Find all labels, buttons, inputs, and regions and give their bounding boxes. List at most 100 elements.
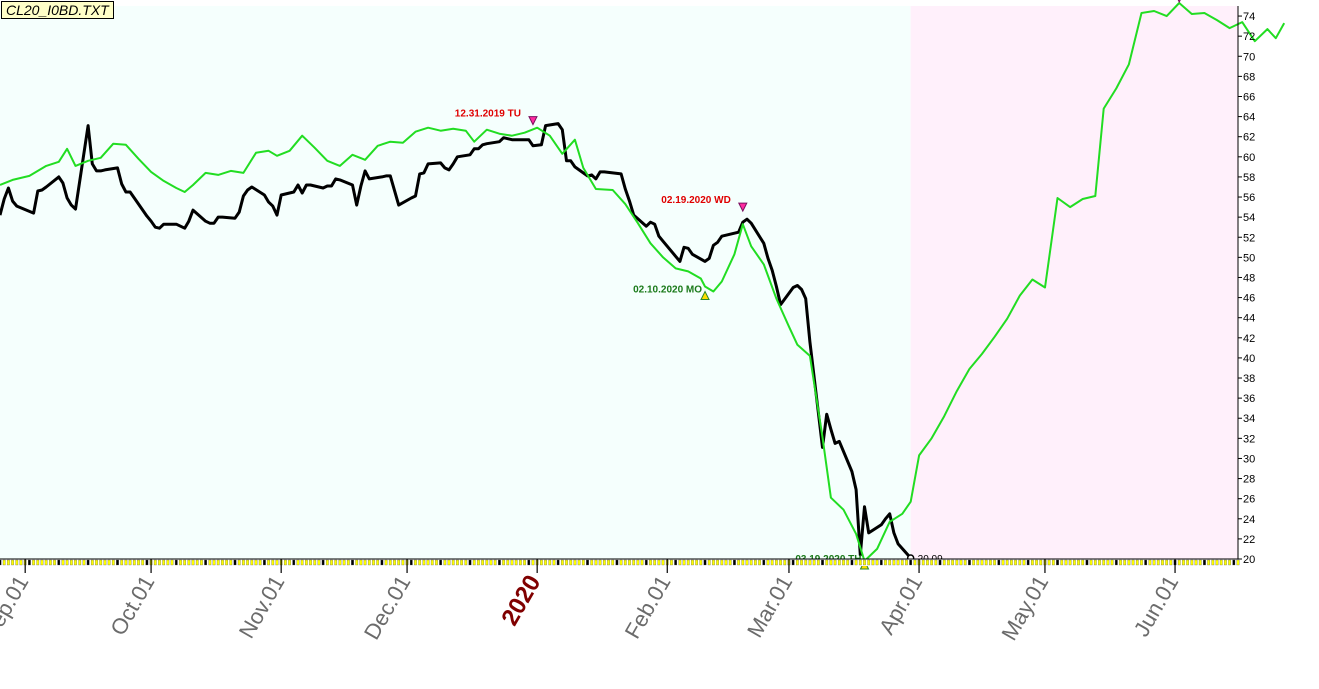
x-day-tick: [464, 559, 468, 566]
x-day-tick: [225, 559, 228, 566]
x-day-tick: [863, 559, 866, 566]
x-day-tick: [229, 559, 233, 566]
x-day-tick: [82, 559, 86, 566]
x-day-tick: [1148, 559, 1152, 566]
x-day-tick: [963, 559, 967, 566]
x-day-tick: [653, 559, 657, 566]
x-day-tick: [237, 559, 241, 566]
y-tick-label: 64: [1243, 112, 1255, 124]
y-tick-label: 40: [1243, 353, 1255, 365]
x-day-tick: [581, 559, 585, 566]
x-day-tick: [1018, 559, 1022, 566]
x-day-tick: [1010, 559, 1013, 566]
x-day-tick: [309, 559, 312, 566]
x-day-tick: [519, 559, 522, 566]
x-day-tick: [380, 559, 384, 566]
x-day-tick: [313, 559, 317, 566]
x-day-tick: [111, 559, 115, 566]
x-day-tick: [1165, 559, 1169, 566]
x-day-tick: [451, 559, 455, 566]
x-day-tick: [116, 559, 119, 566]
series-line-0: [0, 122, 912, 559]
x-day-tick: [1102, 559, 1106, 566]
x-day-tick: [594, 559, 598, 566]
x-day-tick: [1232, 559, 1236, 566]
x-day-tick: [1039, 559, 1043, 566]
x-day-tick: [216, 559, 220, 566]
x-day-tick: [586, 559, 589, 566]
x-day-tick: [128, 559, 132, 566]
x-day-tick: [842, 559, 845, 566]
x-day-tick: [544, 559, 547, 566]
y-tick-label: 54: [1243, 212, 1255, 224]
x-day-tick: [699, 559, 703, 566]
x-day-tick: [439, 559, 442, 566]
x-day-tick: [267, 559, 270, 566]
x-day-tick: [342, 559, 346, 566]
y-tick-label: 62: [1243, 132, 1255, 144]
x-day-tick: [258, 559, 262, 566]
x-day-tick: [242, 559, 245, 566]
x-day-tick: [74, 559, 77, 566]
x-day-tick: [703, 559, 707, 566]
x-tick-label: Apr.01: [874, 571, 927, 639]
x-day-tick: [867, 559, 871, 566]
x-day-tick: [36, 559, 40, 566]
x-day-tick: [540, 559, 543, 566]
x-day-tick: [758, 559, 761, 566]
x-day-tick: [1106, 559, 1110, 566]
x-day-tick: [502, 559, 505, 566]
x-day-tick: [1064, 559, 1068, 566]
x-day-tick: [166, 559, 170, 566]
forecast-background: [910, 6, 1238, 559]
x-day-tick: [602, 559, 606, 566]
x-day-tick: [1026, 559, 1030, 566]
x-day-tick: [153, 559, 157, 566]
annotation-label: 02.19.2020 WD: [661, 195, 731, 206]
x-day-tick: [246, 559, 249, 566]
y-tick-label: 24: [1243, 514, 1255, 526]
x-day-tick: [938, 559, 942, 566]
x-day-tick: [1022, 559, 1026, 566]
x-day-tick: [15, 559, 19, 566]
x-day-tick: [477, 559, 480, 566]
x-day-tick: [376, 559, 380, 566]
y-tick-label: 48: [1243, 272, 1255, 284]
x-day-tick: [384, 559, 388, 566]
x-day-tick: [523, 559, 526, 566]
x-day-tick: [821, 559, 824, 566]
x-day-tick: [263, 559, 266, 566]
y-tick-label: 74: [1243, 11, 1255, 23]
x-day-tick: [49, 559, 52, 566]
x-day-tick: [1068, 559, 1072, 566]
x-day-tick: [619, 559, 623, 566]
x-day-tick: [741, 559, 745, 566]
x-day-tick: [1194, 559, 1198, 566]
x-day-tick: [829, 559, 833, 566]
x-day-tick: [90, 559, 94, 566]
x-day-tick: [972, 559, 975, 566]
x-day-tick: [1119, 559, 1122, 566]
x-day-tick: [1014, 559, 1017, 566]
x-day-tick: [53, 559, 56, 566]
x-day-tick: [644, 559, 648, 566]
x-day-tick: [1211, 559, 1215, 566]
x-day-tick: [233, 559, 237, 566]
x-day-tick: [682, 559, 686, 566]
y-tick-label: 50: [1243, 252, 1255, 264]
x-day-tick: [905, 559, 908, 566]
x-day-tick: [288, 559, 291, 566]
x-day-tick: [968, 559, 971, 566]
x-day-tick: [984, 559, 988, 566]
x-day-tick: [498, 559, 501, 566]
x-day-tick: [825, 559, 829, 566]
x-day-tick: [632, 559, 636, 566]
x-day-tick: [1077, 559, 1080, 566]
x-day-tick: [472, 559, 476, 566]
x-day-tick: [132, 559, 136, 566]
x-day-tick: [493, 559, 497, 566]
x-day-tick: [372, 559, 375, 566]
x-day-tick: [934, 559, 938, 566]
x-tick-label: Oct.01: [105, 571, 159, 640]
x-day-tick: [292, 559, 296, 566]
